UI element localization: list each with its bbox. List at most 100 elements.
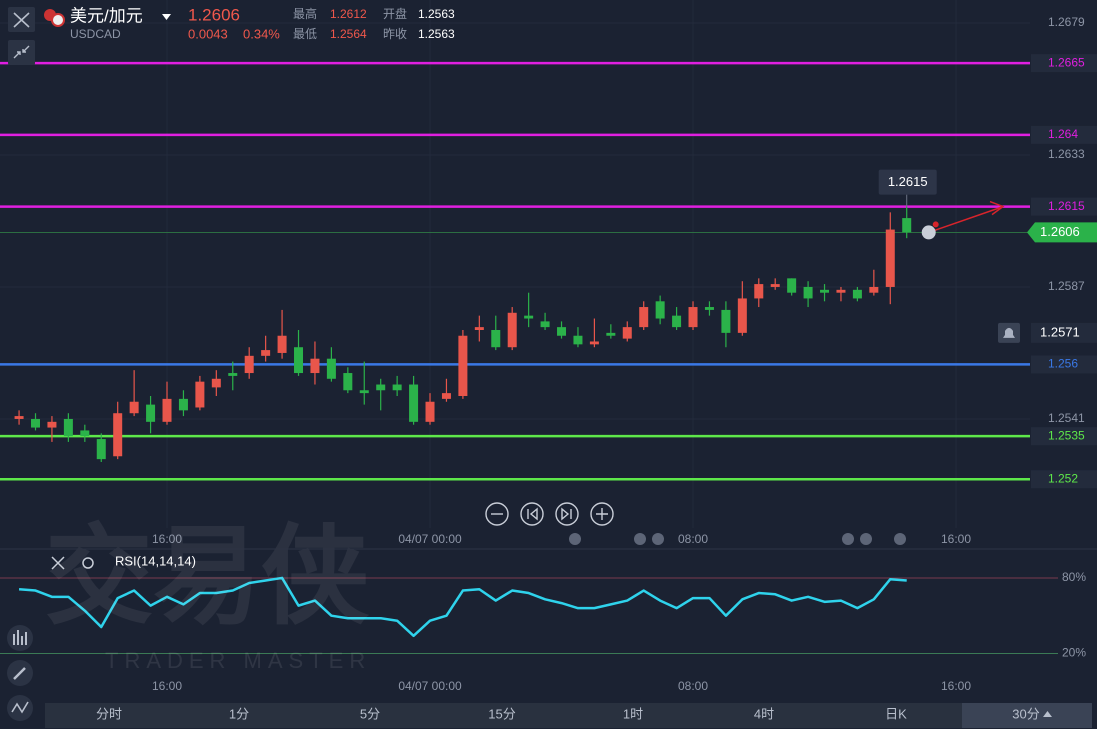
event-dots [569, 533, 906, 545]
annotation-arrow [928, 200, 1005, 234]
y-tick-label: 1.2587 [1048, 279, 1085, 293]
candle-body [672, 315, 682, 328]
candle-body [474, 327, 484, 330]
pair-name[interactable]: 美元/加元 [70, 6, 143, 25]
price: 1.2606 [188, 5, 240, 24]
candle-body [524, 315, 534, 319]
level-label: 1.2665 [1048, 55, 1085, 69]
candle-body [244, 355, 254, 374]
x-tick-label: 08:00 [678, 679, 708, 693]
tab[interactable]: 15分 [488, 706, 515, 721]
high-marker-label: 1.2615 [888, 174, 928, 189]
candle-body [211, 378, 221, 388]
zoom-controls [485, 502, 614, 526]
candle-body [96, 439, 106, 460]
x-tick-label: 04/07 00:00 [398, 532, 462, 546]
level-label: 1.256 [1048, 357, 1078, 371]
plot-layer: 1.2541 1.2587 1.2633 1.2679 16:00 04/07 00:00… [0, 15, 1097, 694]
candle-body [392, 384, 402, 391]
tab-active[interactable]: 30分 [1012, 706, 1039, 721]
candle-body [622, 327, 632, 339]
tab[interactable]: 4时 [754, 706, 774, 721]
watermark-logo: 交易侠 [45, 516, 370, 637]
change-pct: 0.34% [243, 26, 280, 41]
candle-body [458, 335, 468, 396]
level-label: 1.252 [1048, 471, 1078, 485]
watermark-text: TRADER MASTER [105, 648, 371, 673]
candle-body [277, 335, 287, 353]
tab-bar [45, 703, 1092, 728]
x-tick-label: 16:00 [152, 532, 182, 546]
stat-value: 1.2612 [330, 7, 367, 21]
candle-body [31, 418, 41, 428]
tab-arrow [1043, 711, 1052, 717]
candle-body [836, 289, 846, 293]
pair-code: USDCAD [70, 27, 121, 41]
candle-body [80, 430, 90, 437]
tool-indicator[interactable] [7, 625, 33, 651]
rsi-title: RSI(14,14,14) [115, 553, 196, 568]
stat-label: 最高 [293, 6, 317, 21]
y-tick-label: 80% [1062, 570, 1086, 584]
rsi-close[interactable] [51, 556, 65, 570]
tab[interactable]: 1分 [229, 706, 249, 721]
y-tick-label: 1.2633 [1048, 147, 1085, 161]
x-tick-label: 04/07 00:00 [398, 679, 462, 693]
candle-body [573, 335, 583, 345]
level-label: 1.2535 [1048, 428, 1085, 442]
zoom-in[interactable] [590, 502, 614, 526]
y-tick-label: 20% [1062, 646, 1086, 660]
candle-body [820, 289, 830, 293]
candle-body [491, 330, 501, 348]
candle-body [885, 229, 895, 287]
alert-bell [1003, 327, 1015, 338]
x-tick-label: 16:00 [941, 532, 971, 546]
candle-body [409, 384, 419, 422]
candle-body [113, 413, 123, 457]
stat-label: 最低 [293, 27, 317, 41]
tab-active-bg [962, 703, 1092, 728]
candle-body [129, 401, 139, 414]
tab[interactable]: 日K [885, 706, 907, 721]
tab[interactable]: 5分 [360, 706, 380, 721]
candle-body [770, 284, 780, 287]
pair-dropdown[interactable] [162, 14, 171, 20]
side-tools [7, 625, 33, 721]
alert-label-bg [1031, 322, 1097, 343]
candle-body [589, 341, 599, 345]
candle-body [688, 307, 698, 328]
y-tick-label: 1.2541 [1048, 411, 1085, 425]
candle-body [869, 286, 879, 293]
rsi-settings[interactable] [82, 557, 94, 569]
candle-body [294, 347, 304, 374]
candle-body [557, 327, 567, 336]
candle-body [737, 298, 747, 333]
info-dot [932, 221, 939, 228]
candle-body [425, 401, 435, 422]
stat-value: 1.2563 [418, 27, 455, 41]
stat-label: 昨收 [383, 27, 407, 41]
info-icon [921, 225, 936, 240]
level-label: 1.264 [1048, 127, 1078, 141]
step-back[interactable] [520, 502, 544, 526]
candle-body [721, 309, 731, 333]
shrink-button[interactable] [8, 40, 35, 65]
candle-body [754, 284, 764, 299]
candle-body [228, 373, 238, 376]
candle-body [540, 321, 550, 328]
candle-body [63, 418, 73, 437]
level-label-bg [1031, 427, 1097, 446]
tab[interactable]: 1时 [623, 706, 643, 721]
candle-body [787, 278, 797, 293]
step-forward[interactable] [555, 502, 579, 526]
candle-body [441, 393, 451, 399]
zoom-out[interactable] [485, 502, 509, 526]
rsi-line [18, 576, 907, 638]
last-price-tag [1027, 222, 1097, 243]
high-marker-bg [878, 169, 937, 195]
x-tick-label: 16:00 [941, 679, 971, 693]
tab[interactable]: 分时 [96, 706, 122, 721]
flag-ca [51, 13, 65, 27]
level-label-bg [1031, 355, 1097, 374]
candle-body [195, 381, 205, 408]
